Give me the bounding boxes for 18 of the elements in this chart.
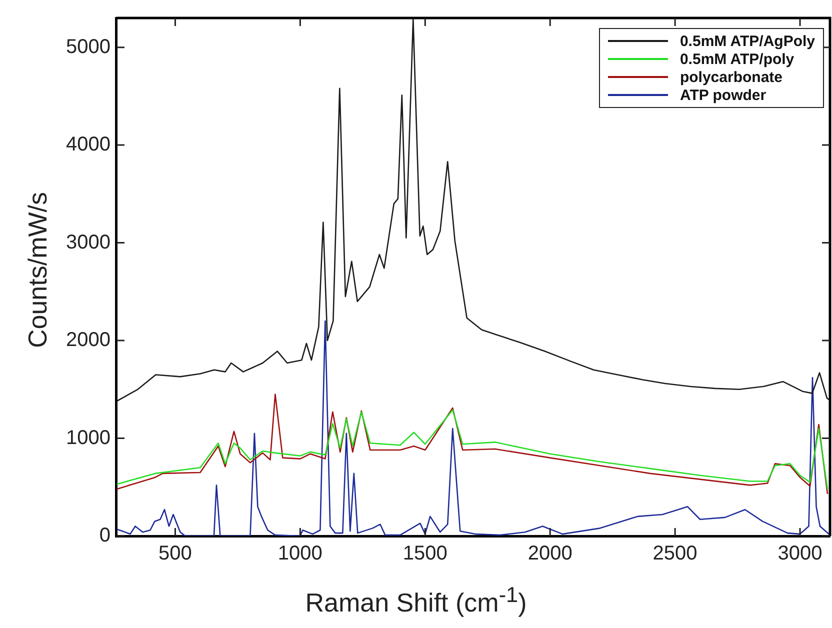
y-tick-label: 3000 bbox=[66, 231, 110, 254]
x-axis-title: Raman Shift (cm$^{-1}$) bbox=[304, 582, 528, 619]
x-tick-label: 1000 bbox=[278, 542, 322, 565]
y-tick-label: 1000 bbox=[66, 426, 110, 449]
x-tick-label: 500 bbox=[158, 542, 192, 565]
y-tick-label: 2000 bbox=[66, 329, 110, 352]
x-tick-label: 3000 bbox=[778, 542, 822, 565]
y-tick-label: 5000 bbox=[66, 36, 110, 58]
x-tick-label: 1500 bbox=[402, 542, 448, 565]
legend-label: ATP powder bbox=[680, 86, 766, 104]
y-tick-label: 0 bbox=[99, 524, 110, 547]
x-tick-label: 2000 bbox=[528, 542, 572, 565]
legend-label: 0.5mM ATP/poly bbox=[680, 50, 794, 68]
y-axis-title: Counts/mW/s bbox=[22, 192, 54, 348]
legend-label: polycarbonate bbox=[680, 68, 782, 86]
x-tick-label: 2500 bbox=[652, 542, 698, 565]
legend-label: 0.5mM ATP/AgPoly bbox=[680, 32, 815, 50]
y-tick-label: 4000 bbox=[66, 134, 110, 156]
